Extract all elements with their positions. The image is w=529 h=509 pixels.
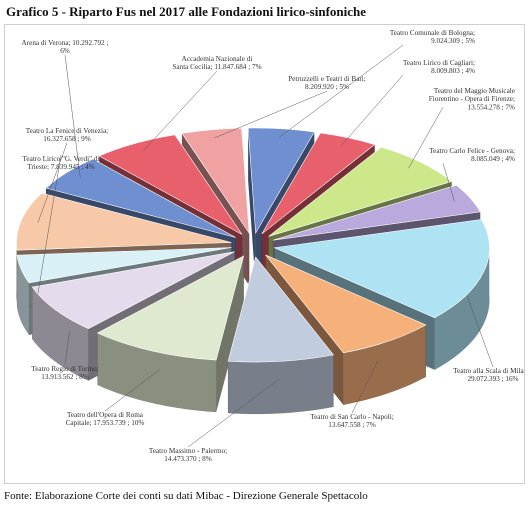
leader-lines [37,44,494,448]
slice-label-line-13-0: Petruzzelli e Teatri di Bari; [288,75,366,83]
leader-line-11 [64,55,81,178]
slice-label-line-4-1: 29.072.393 ; 16% [467,375,518,383]
slice-label-8: Teatro Regio di Torino; 13.913.562 ; 8% [31,365,98,381]
pie-slice-5 [265,254,427,354]
leader-line-12 [143,70,218,151]
leader-line-4 [466,295,494,368]
slice-label-line-12-1: Santa Cecilia; 11.847.684 ; 7% [172,63,261,71]
slice-label-line-3-1: 8.085.049 ; 4% [471,155,515,163]
pie-slice-3 [273,184,481,241]
slice-label-line-3-0: Teatro Carlo Felice - Genova; [429,147,515,155]
slice-label-line-5-1: 13.647.558 ; 7% [328,421,376,429]
pie-slice-12 [98,134,243,235]
pie-slice-9 [16,247,232,284]
slice-label-line-5-0: Teatro di San Carlo - Napoli; [310,413,394,421]
pie-slice-2 [268,146,453,237]
slice-label-line-11-0: Arena di Verona; 10.292.792 ; [22,39,109,47]
slice-label-line-13-1: 8.209.920 ; 5% [305,83,349,91]
chart-frame: Teatro Comunale di Bologna; 9.024.309 ; 5… [4,24,525,484]
leader-line-7 [104,369,160,412]
slice-label-line-8-0: Teatro Regio di Torino; [31,365,98,373]
slice-label-2: Teatro del Maggio Musicale Fiorentino - O… [429,87,515,111]
slice-label-line-2-2: 13.554.278 ; 7% [467,103,515,111]
leader-line-13 [214,90,328,139]
slice-label-1: Teatro Lirico di Cagliari; 8.009.803 ; 4% [403,59,475,75]
leader-line-6 [187,378,280,448]
slice-label-line-9-1: Trieste; 7.839.945 ; 4% [27,163,94,171]
pie-tops [16,127,490,363]
slice-label-line-8-1: 13.913.562 ; 8% [41,373,89,381]
slice-label-6: Teatro Massimo - Palermo; 14.473.370 ; 8% [149,447,227,463]
slice-label-line-2-1: Fiorentino - Opera di Firenze; [429,95,515,103]
leader-line-1 [341,74,404,146]
pie-slice-6 [227,256,335,363]
leader-line-0 [279,44,404,138]
slice-label-line-10-0: Teatro La Fenice di Venezia; [26,127,108,135]
slice-label-line-2-0: Teatro del Maggio Musicale [434,87,515,95]
slice-label-line-1-0: Teatro Lirico di Cagliari; [403,59,475,67]
slice-labels: Teatro Comunale di Bologna; 9.024.309 ; 5… [22,29,524,463]
pie-slice-13 [181,127,250,235]
pie-slice-7 [96,255,245,361]
slice-label-12: Accademia Nazionale di Santa Cecilia; 11.… [172,55,261,71]
slice-label-line-1-1: 8.009.803 ; 4% [431,67,475,75]
slice-label-10: Teatro La Fenice di Venezia; 16.327.658 ;… [26,127,108,143]
pie-slice-10 [16,192,232,251]
slice-label-3: Teatro Carlo Felice - Genova; 8.085.049 ;… [429,147,515,163]
slice-label-line-9-0: Teatro Lirico "G. Verdi" di [23,155,100,163]
chart-title: Grafico 5 - Riparto Fus nel 2017 alle Fo… [6,4,367,19]
slice-label-line-6-1: 14.473.370 ; 8% [164,455,212,463]
slice-label-13: Petruzzelli e Teatri di Bari; 8.209.920 ;… [288,75,366,91]
source-note: Fonte: Elaborazione Corte dei conti su d… [4,490,368,502]
slice-label-4: Teatro alla Scala di Milano;29.072.393 ;… [453,367,524,383]
slice-label-line-12-0: Accademia Nazionale di [182,55,253,63]
slice-label-line-10-1: 16.327.658 ; 9% [43,135,91,143]
slice-label-9: Teatro Lirico "G. Verdi" di Trieste; 7.83… [23,155,100,171]
slice-label-line-7-1: Capitale; 17.953.739 ; 10% [66,419,145,427]
leader-line-8 [64,330,70,366]
pie-chart: Teatro Comunale di Bologna; 9.024.309 ; 5… [16,29,524,463]
slice-label-11: Arena di Verona; 10.292.792 ; 6% [22,39,109,55]
slice-label-line-7-0: Teatro dell'Opera di Roma [67,411,144,419]
pie-slice-4 [273,219,490,319]
pie-slice-0 [247,127,315,234]
leader-line-10 [37,143,68,223]
slice-label-line-6-0: Teatro Massimo - Palermo; [149,447,227,455]
pie-slice-11 [45,158,236,238]
leader-line-5 [351,360,379,414]
leader-line-3 [442,163,455,202]
slice-label-line-4-0: Teatro alla Scala di Milano; [453,367,524,375]
pie-slice-8 [31,251,235,330]
slice-label-line-0-1: 9.024.309 ; 5% [431,37,475,45]
slice-label-line-0-0: Teatro Comunale di Bologna; [390,29,475,37]
slice-label-7: Teatro dell'Opera di Roma Capitale; 17.95… [66,411,145,427]
leader-line-9 [37,155,62,294]
slice-label-5: Teatro di San Carlo - Napoli; 13.647.558 … [310,413,394,429]
slice-label-0: Teatro Comunale di Bologna; 9.024.309 ; 5… [390,29,475,45]
slice-label-line-11-1: 6% [60,47,70,55]
leader-line-2 [408,107,444,169]
